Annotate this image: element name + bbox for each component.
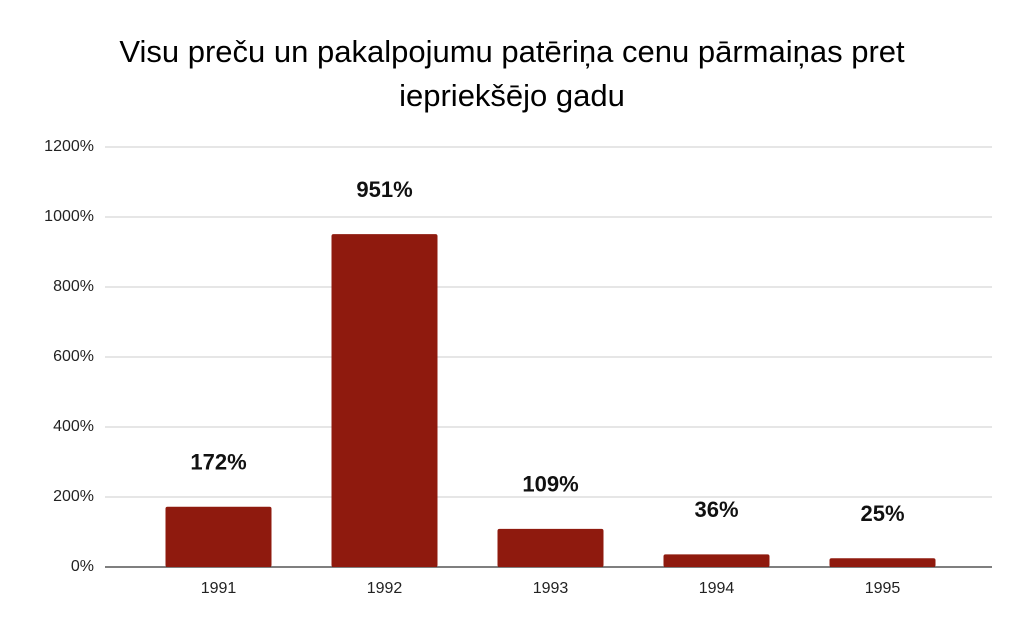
bar <box>331 234 438 567</box>
value-label: 109% <box>522 472 578 497</box>
x-tick-label: 1994 <box>699 580 735 597</box>
x-tick-label: 1991 <box>201 580 237 597</box>
y-tick-label: 0% <box>71 558 94 575</box>
bar <box>829 558 936 567</box>
y-tick-label: 1000% <box>44 208 94 225</box>
y-tick-label: 1200% <box>44 138 94 155</box>
bar <box>497 528 604 567</box>
y-tick-label: 400% <box>53 418 94 435</box>
y-tick-label: 200% <box>53 488 94 505</box>
value-label: 25% <box>860 501 904 526</box>
bar <box>165 506 272 567</box>
y-tick-label: 800% <box>53 278 94 295</box>
x-tick-label: 1995 <box>865 580 901 597</box>
bar <box>663 554 770 567</box>
chart-title: Visu preču un pakalpojumu patēriņa cenu … <box>119 34 905 113</box>
x-tick-label: 1993 <box>533 580 569 597</box>
value-label: 951% <box>356 177 412 202</box>
value-label: 172% <box>190 450 246 475</box>
x-tick-label: 1992 <box>367 580 403 597</box>
y-tick-label: 600% <box>53 348 94 365</box>
value-label: 36% <box>694 497 738 522</box>
